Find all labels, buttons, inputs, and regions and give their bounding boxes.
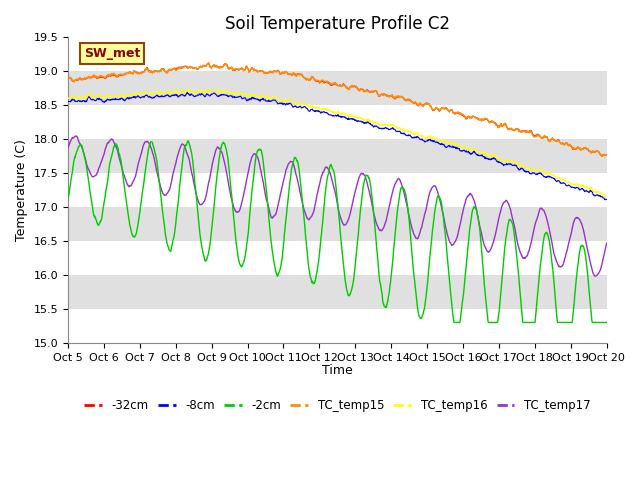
Y-axis label: Temperature (C): Temperature (C) — [15, 139, 28, 241]
X-axis label: Time: Time — [322, 364, 353, 377]
Legend: -32cm, -8cm, -2cm, TC_temp15, TC_temp16, TC_temp17: -32cm, -8cm, -2cm, TC_temp15, TC_temp16,… — [79, 395, 595, 417]
Text: SW_met: SW_met — [84, 47, 141, 60]
Bar — [68, 37, 607, 71]
Bar — [68, 139, 607, 173]
Bar — [68, 275, 607, 309]
Bar — [68, 105, 607, 139]
Bar — [68, 173, 607, 207]
Bar — [68, 71, 607, 105]
Bar — [68, 207, 607, 241]
Bar — [68, 309, 607, 343]
Bar — [68, 241, 607, 275]
Title: Soil Temperature Profile C2: Soil Temperature Profile C2 — [225, 15, 450, 33]
